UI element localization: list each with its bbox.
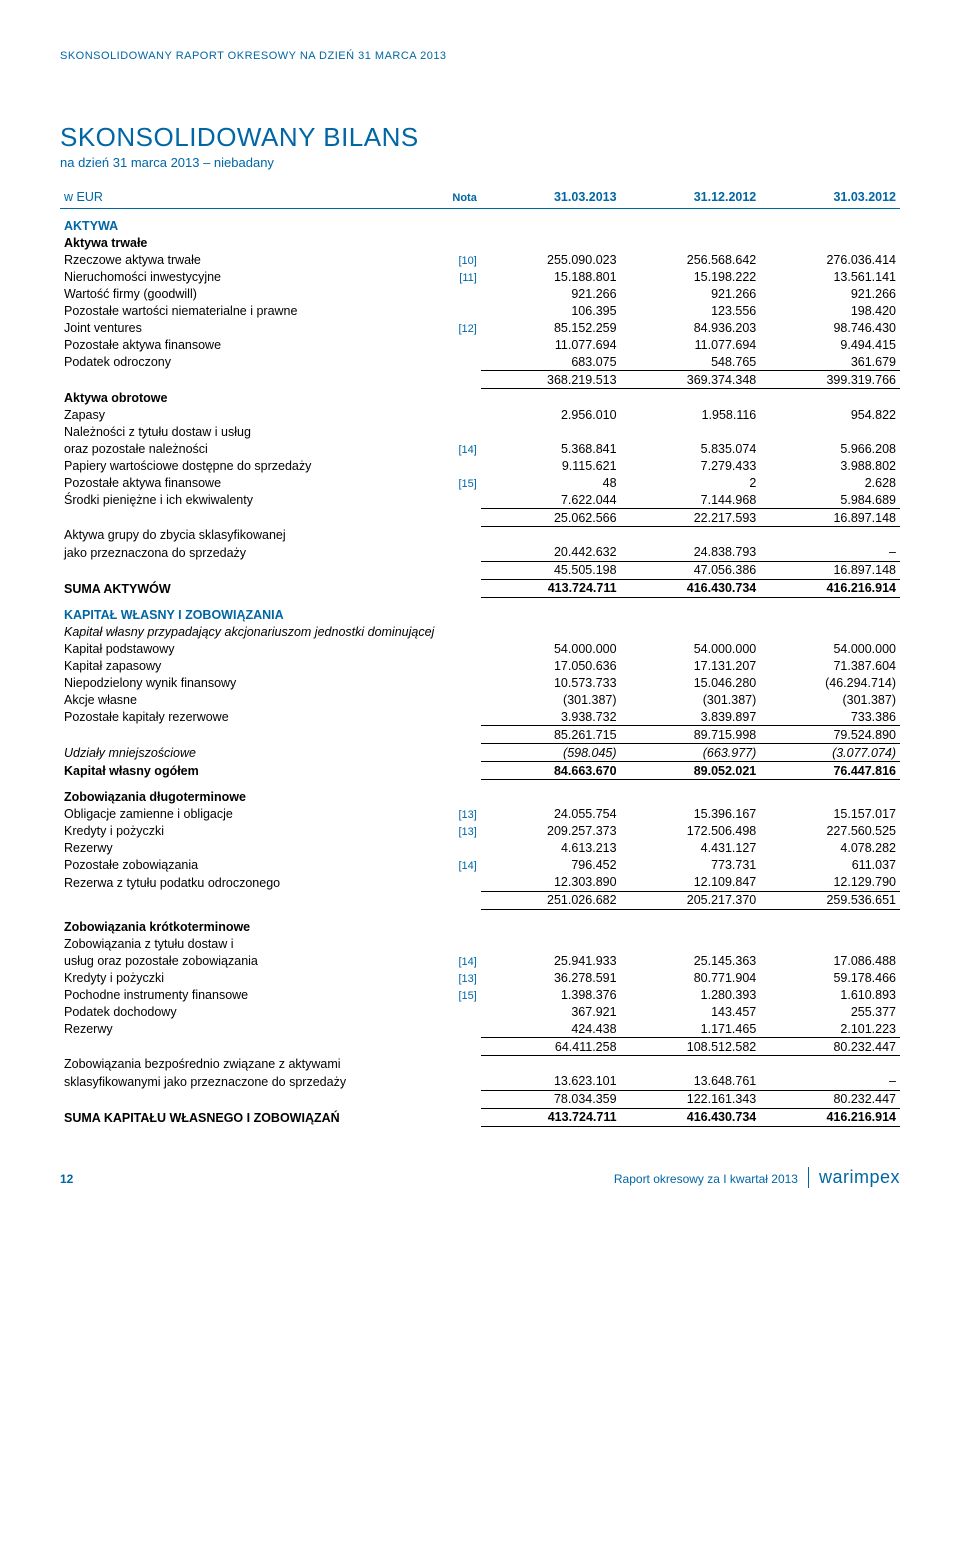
page-subtitle: na dzień 31 marca 2013 – niebadany (60, 155, 900, 170)
doc-header: SKONSOLIDOWANY RAPORT OKRESOWY NA DZIEŃ … (60, 50, 900, 62)
footer-text: Raport okresowy za I kwartał 2013 (614, 1172, 798, 1186)
brand-logo: warimpex (808, 1167, 900, 1188)
balance-sheet-table: w EURNota31.03.201331.12.201231.03.2012A… (60, 188, 900, 1127)
page-title: SKONSOLIDOWANY BILANS (60, 122, 900, 153)
page-number: 12 (60, 1172, 73, 1186)
page-footer: 12 Raport okresowy za I kwartał 2013 war… (60, 1167, 900, 1188)
